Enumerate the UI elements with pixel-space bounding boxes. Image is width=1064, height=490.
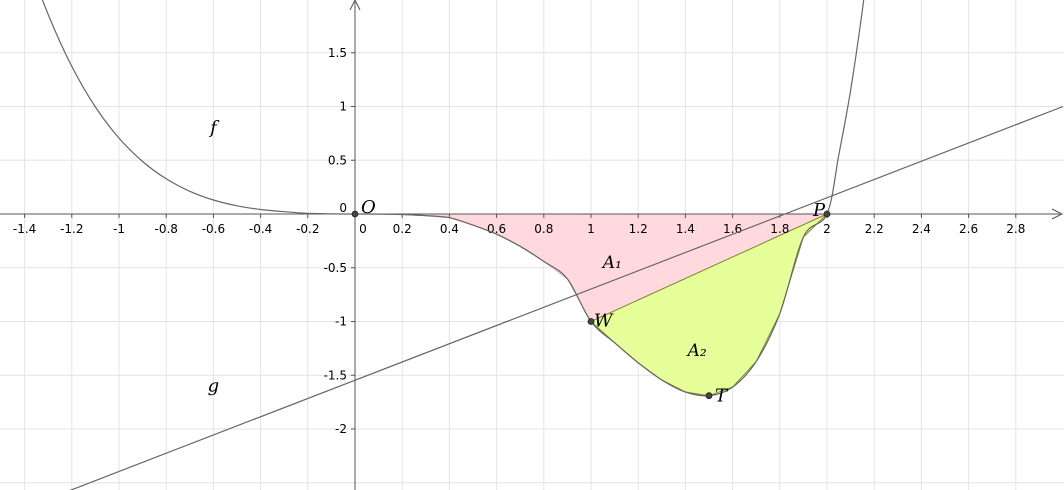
x-tick-label: 1.2 <box>629 222 648 236</box>
y-tick-label: -2 <box>335 422 347 436</box>
point-label-O: O <box>361 197 376 218</box>
x-tick-label: -1.2 <box>60 222 83 236</box>
point-W <box>587 318 595 325</box>
x-tick-label: 1.8 <box>770 222 789 236</box>
point-T <box>705 392 713 400</box>
y-axis-arrow <box>349 0 361 11</box>
x-tick-label: -0.8 <box>154 222 177 236</box>
point-label-T: T <box>715 386 729 407</box>
x-tick-label: 0.2 <box>393 222 412 236</box>
x-tick-label: 1 <box>587 222 595 236</box>
x-tick-label: 0.8 <box>534 222 553 236</box>
x-axis-arrow <box>1051 208 1064 220</box>
curve-label-g: g <box>208 375 220 396</box>
point-O <box>351 210 359 218</box>
y-tick-label: 1.5 <box>328 46 347 60</box>
point-P <box>823 210 831 218</box>
x-tick-label: -1.4 <box>13 222 36 236</box>
curve-f <box>41 0 865 397</box>
curve-label-f: f <box>208 117 220 138</box>
x-tick-label: -0.6 <box>202 222 225 236</box>
curve-g <box>69 105 1064 490</box>
x-tick-label: 2.4 <box>912 222 931 236</box>
x-tick-label: 2 <box>823 222 831 236</box>
x-tick-label: 2.8 <box>1006 222 1025 236</box>
x-tick-label: -0.2 <box>296 222 319 236</box>
x-tick-label: 1.4 <box>676 222 695 236</box>
y-tick-label: 0 <box>339 201 347 215</box>
y-tick-label: -1 <box>335 315 347 329</box>
y-tick-label: -1.5 <box>324 368 347 382</box>
y-tick-label: 0.5 <box>328 153 347 167</box>
point-label-W: W <box>594 311 614 332</box>
x-tick-label: -0.4 <box>249 222 272 236</box>
region-label-1: A₁ <box>601 253 622 273</box>
y-tick-label: -0.5 <box>324 261 347 275</box>
x-tick-label: -1 <box>113 222 125 236</box>
region-label-2: A₂ <box>686 341 707 361</box>
point-label-P: P <box>812 200 826 221</box>
y-tick-label: 1 <box>339 100 347 114</box>
x-tick-label: 0.4 <box>440 222 459 236</box>
x-tick-label: 2.2 <box>865 222 884 236</box>
points: O W P T <box>351 197 831 407</box>
x-tick-label: 2.6 <box>959 222 978 236</box>
x-tick-label: 0 <box>359 222 367 236</box>
